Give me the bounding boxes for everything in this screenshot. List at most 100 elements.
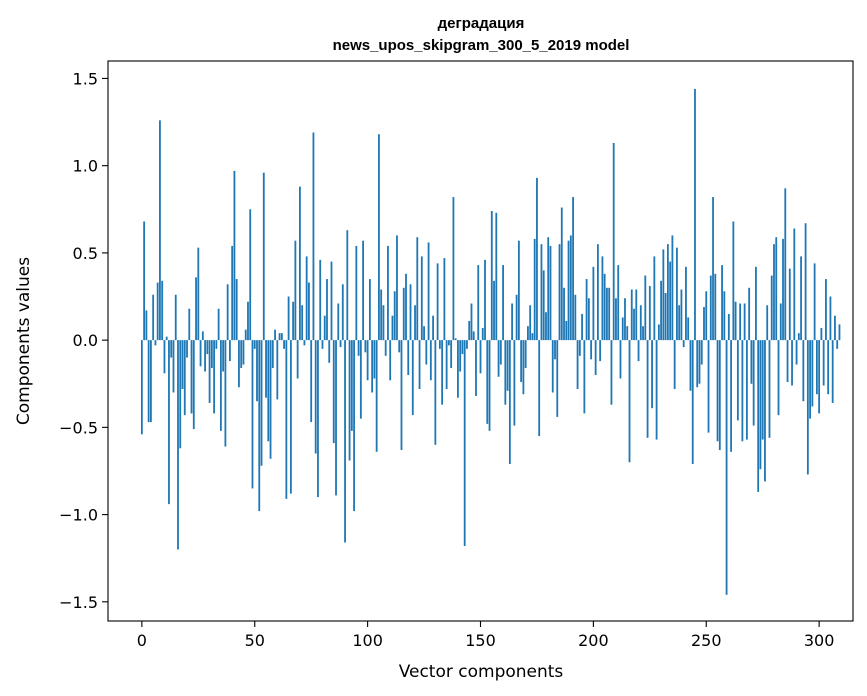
bar <box>619 340 622 379</box>
bar <box>368 279 371 341</box>
bar <box>159 120 161 341</box>
bar <box>755 266 757 341</box>
bar <box>784 188 787 341</box>
bar <box>332 340 335 444</box>
x-tick-label: 300 <box>804 631 835 650</box>
bar <box>278 333 281 341</box>
bar <box>621 317 624 341</box>
bar <box>400 340 403 451</box>
bar <box>499 340 502 365</box>
bar <box>217 308 220 341</box>
bar <box>750 340 753 384</box>
bar <box>802 340 805 402</box>
bar <box>382 305 385 341</box>
bar <box>691 340 694 464</box>
bar <box>666 244 669 341</box>
bar <box>644 275 647 341</box>
bar <box>721 265 723 341</box>
bar <box>752 340 755 426</box>
bar <box>206 340 209 355</box>
bar <box>229 340 231 362</box>
bar <box>247 301 249 341</box>
bar <box>547 237 550 341</box>
bar <box>459 340 462 372</box>
bar <box>768 340 771 438</box>
bar <box>694 88 696 341</box>
bar <box>800 256 802 341</box>
bar <box>766 305 769 341</box>
bar <box>472 331 475 341</box>
bar <box>793 228 796 341</box>
bar <box>689 340 692 391</box>
bar <box>610 340 613 405</box>
bar <box>736 340 739 421</box>
bar <box>529 305 532 341</box>
bar <box>612 142 615 341</box>
bar <box>578 340 581 356</box>
bar <box>703 306 705 341</box>
bar <box>533 238 536 341</box>
bar <box>186 340 188 358</box>
bar <box>495 212 498 341</box>
bar <box>152 294 155 341</box>
bar <box>818 340 821 414</box>
bar <box>301 305 304 341</box>
bar <box>161 280 164 341</box>
bar <box>375 340 378 452</box>
bar <box>418 340 421 389</box>
bar <box>265 340 267 398</box>
bar <box>154 340 157 346</box>
bar <box>504 340 507 405</box>
bar <box>583 340 586 414</box>
bar <box>210 340 213 369</box>
bar <box>791 340 793 386</box>
bar <box>707 340 710 433</box>
bar <box>174 294 177 341</box>
bar <box>454 338 457 341</box>
bar <box>317 340 319 498</box>
bar <box>298 186 301 341</box>
bar <box>822 340 825 386</box>
bar <box>172 340 175 393</box>
bar <box>730 340 732 452</box>
y-axis-ticks: −1.5 −1.0 −0.5 0.0 0.5 1.0 1.5 <box>59 69 108 612</box>
bar <box>450 340 453 369</box>
bar <box>242 340 245 365</box>
bar <box>676 247 678 341</box>
bar <box>271 340 274 369</box>
bar <box>457 340 459 398</box>
bar <box>626 326 629 341</box>
bar <box>312 132 315 341</box>
bar <box>310 340 313 423</box>
bar <box>350 340 353 431</box>
bar <box>825 279 827 341</box>
bar <box>389 340 392 381</box>
bar <box>608 287 611 341</box>
bar <box>436 263 439 341</box>
bar <box>838 324 841 341</box>
bar <box>256 340 258 402</box>
bar <box>554 340 556 360</box>
bar <box>190 340 193 414</box>
bar <box>788 268 791 341</box>
bar <box>599 340 602 362</box>
bar <box>669 261 672 341</box>
bar <box>536 177 538 341</box>
bar <box>140 340 143 435</box>
bar <box>156 282 159 341</box>
bar <box>296 340 299 379</box>
bar <box>475 340 477 396</box>
bar <box>827 340 830 395</box>
bar <box>411 340 414 416</box>
bar <box>438 340 441 349</box>
bar <box>143 221 146 341</box>
bar <box>648 286 651 341</box>
bar <box>542 270 545 341</box>
bar <box>244 329 247 341</box>
y-tick-label: 1.5 <box>73 69 98 88</box>
bar <box>804 223 807 341</box>
bar <box>341 284 344 341</box>
bar <box>362 240 365 341</box>
bar <box>508 340 511 464</box>
